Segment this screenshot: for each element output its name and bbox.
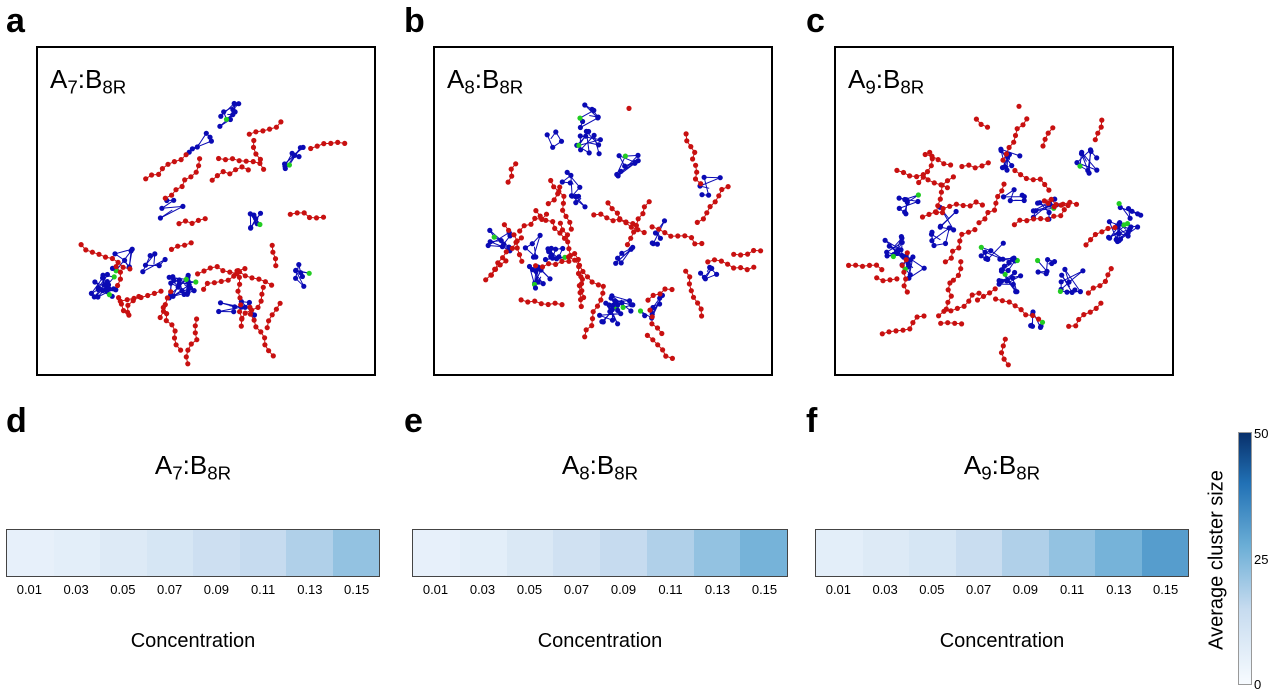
heatmap-cell-0.13 (693, 530, 741, 576)
heatmap-strip-f (815, 529, 1189, 577)
tick-label: 0.15 (751, 582, 778, 597)
panel-label-d: d (6, 402, 27, 440)
panel-label-c: c (806, 2, 825, 40)
panel-label-b: b (404, 2, 425, 40)
heatmap-strip-e (412, 529, 788, 577)
heatmap-cell-0.13 (1095, 530, 1142, 576)
heatmap-cell-0.09 (193, 530, 240, 576)
tick-label: 0.09 (203, 582, 230, 597)
heatmap-cell-0.13 (286, 530, 333, 576)
panel-label-e: e (404, 402, 423, 440)
heatmap-cell-0.15 (332, 530, 379, 576)
tick-label: 0.07 (156, 582, 183, 597)
tick-label: 0.05 (110, 582, 136, 597)
heatmap-cell-0.01 (7, 530, 54, 576)
heatmap-cell-0.05 (100, 530, 147, 576)
heatmap-ticks-d: 0.01 0.03 0.05 0.07 0.09 0.11 0.13 0.15 (6, 582, 380, 597)
heatmap-cell-0.03 (459, 530, 507, 576)
heatmap-cell-0.07 (146, 530, 193, 576)
snapshot-title-a: A7:B8R (50, 64, 127, 98)
tick-label: 0.15 (343, 582, 370, 597)
panel-label-a: a (6, 2, 25, 40)
heatmap-title-d: A7:B8R (154, 450, 232, 484)
snapshot-title-b: A8:B8R (447, 64, 524, 98)
tick-label: 0.13 (297, 582, 323, 597)
colorbar-tick-max: 50 (1254, 426, 1269, 441)
tick-label: 0.07 (965, 582, 992, 597)
heatmap-cell-0.11 (646, 530, 694, 576)
tick-label: 0.15 (1152, 582, 1179, 597)
tick-label: 0.07 (563, 582, 590, 597)
tick-label: 0.01 (16, 582, 43, 597)
heatmap-cell-0.05 (506, 530, 554, 576)
heatmap-title-f: A9:B8R (963, 450, 1041, 484)
tick-label: 0.03 (63, 582, 89, 597)
heatmap-xlabel-e: Concentration (537, 630, 663, 652)
colorbar-tick-mid: 25 (1254, 552, 1269, 567)
snapshot-title-c: A9:B8R (848, 64, 925, 98)
snapshot-panel-b: A8:B8R (433, 46, 773, 376)
colorbar-tick-min: 0 (1254, 677, 1262, 692)
heatmap-ticks-f: 0.01 0.03 0.05 0.07 0.09 0.11 0.13 0.15 (815, 582, 1189, 597)
tick-label: 0.11 (250, 582, 276, 597)
heatmap-cell-0.11 (1048, 530, 1095, 576)
network-snapshot-a (78, 100, 348, 367)
heatmap-cell-0.03 (862, 530, 909, 576)
heatmap-cell-0.09 (1002, 530, 1049, 576)
colorbar (1238, 432, 1252, 685)
heatmap-xlabel-d: Concentration (130, 630, 256, 652)
heatmap-cell-0.05 (909, 530, 956, 576)
heatmap-cell-0.15 (740, 530, 787, 576)
heatmap-cell-0.15 (1141, 530, 1188, 576)
heatmap-xlabel-f: Concentration (939, 630, 1065, 652)
heatmap-title-e: A8:B8R (561, 450, 639, 484)
colorbar-label: Average cluster size (1205, 470, 1228, 650)
heatmap-cell-0.03 (53, 530, 100, 576)
tick-label: 0.13 (704, 582, 731, 597)
tick-label: 0.03 (872, 582, 898, 597)
tick-label: 0.11 (1059, 582, 1085, 597)
heatmap-cell-0.07 (955, 530, 1002, 576)
heatmap-ticks-e: 0.01 0.03 0.05 0.07 0.09 0.11 0.13 0.15 (412, 582, 788, 597)
panel-label-f: f (806, 402, 818, 440)
heatmap-cell-0.11 (239, 530, 286, 576)
tick-label: 0.09 (1012, 582, 1039, 597)
heatmap-cell-0.07 (553, 530, 600, 576)
tick-label: 0.05 (919, 582, 945, 597)
tick-label: 0.01 (422, 582, 449, 597)
snapshot-panel-c: A9:B8R (834, 46, 1174, 376)
heatmap-cell-0.01 (413, 530, 460, 576)
tick-label: 0.03 (469, 582, 496, 597)
heatmap-strip-d (6, 529, 380, 577)
snapshot-panel-a: A7:B8R (36, 46, 376, 376)
tick-label: 0.01 (825, 582, 852, 597)
tick-label: 0.09 (610, 582, 637, 597)
network-snapshot-b (483, 102, 764, 361)
tick-label: 0.05 (516, 582, 543, 597)
network-snapshot-c (846, 103, 1144, 368)
tick-label: 0.13 (1106, 582, 1132, 597)
heatmap-cell-0.01 (816, 530, 863, 576)
heatmap-cell-0.09 (600, 530, 647, 576)
tick-label: 0.11 (658, 582, 683, 597)
